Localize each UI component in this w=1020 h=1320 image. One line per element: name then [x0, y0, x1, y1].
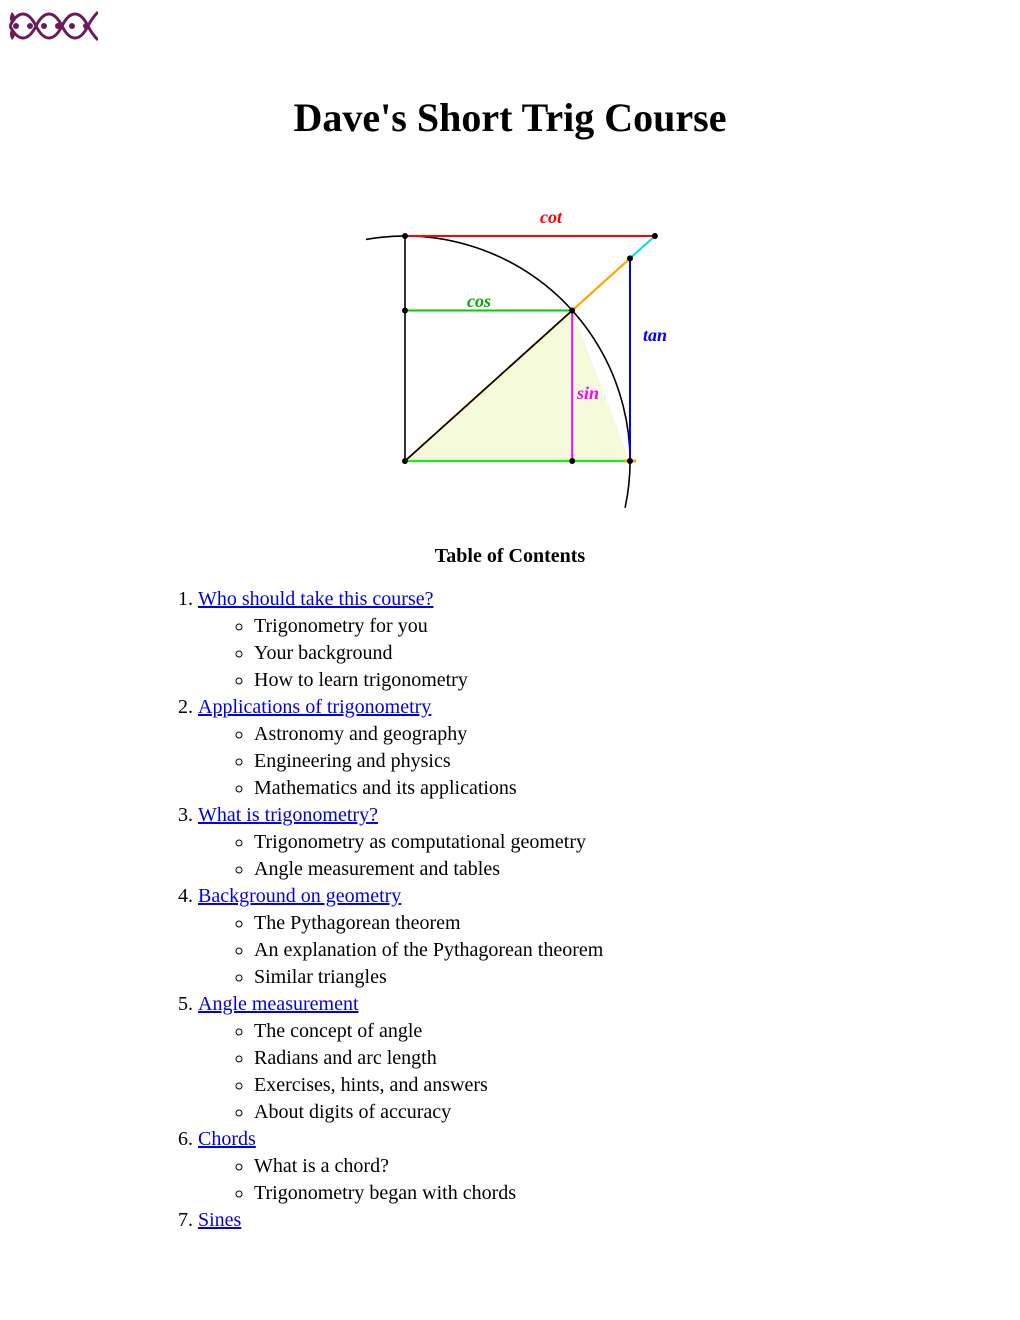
- toc-subitem: The Pythagorean theorem: [254, 910, 1012, 937]
- toc-sublist: Astronomy and geographyEngineering and p…: [236, 721, 1012, 802]
- toc-subitem: Engineering and physics: [254, 748, 1012, 775]
- svg-text:sin: sin: [576, 383, 599, 403]
- toc-link[interactable]: Sines: [198, 1209, 241, 1231]
- header-ornament: [8, 8, 98, 44]
- toc-subitem: Similar triangles: [254, 964, 1012, 991]
- page-title: Dave's Short Trig Course: [8, 94, 1012, 141]
- table-of-contents: Who should take this course? Trigonometry…: [158, 586, 1012, 1234]
- toc-link[interactable]: Applications of trigonometry: [198, 696, 431, 718]
- toc-item: Background on geometry The Pythagorean th…: [198, 883, 1012, 991]
- toc-subitem: An explanation of the Pythagorean theore…: [254, 937, 1012, 964]
- toc-link[interactable]: Who should take this course?: [198, 588, 434, 610]
- trig-diagram: cot cos tan sin: [8, 181, 1012, 517]
- toc-sublist: What is a chord?Trigonometry began with …: [236, 1153, 1012, 1207]
- toc-item: Angle measurement The concept of angleRad…: [198, 991, 1012, 1126]
- toc-subitem: Trigonometry for you: [254, 613, 1012, 640]
- svg-text:tan: tan: [643, 325, 667, 345]
- toc-link[interactable]: Chords: [198, 1128, 256, 1150]
- toc-subitem: Trigonometry began with chords: [254, 1180, 1012, 1207]
- toc-subitem: The concept of angle: [254, 1018, 1012, 1045]
- toc-subitem: What is a chord?: [254, 1153, 1012, 1180]
- toc-link[interactable]: Angle measurement: [198, 993, 359, 1015]
- toc-subitem: How to learn trigonometry: [254, 667, 1012, 694]
- toc-item: Who should take this course? Trigonometry…: [198, 586, 1012, 694]
- toc-subitem: Your background: [254, 640, 1012, 667]
- toc-sublist: The concept of angleRadians and arc leng…: [236, 1018, 1012, 1126]
- toc-item: Applications of trigonometry Astronomy an…: [198, 694, 1012, 802]
- toc-link[interactable]: Background on geometry: [198, 885, 401, 907]
- toc-subitem: Exercises, hints, and answers: [254, 1072, 1012, 1099]
- toc-item: Sines: [198, 1207, 1012, 1234]
- toc-subitem: Angle measurement and tables: [254, 856, 1012, 883]
- toc-item: Chords What is a chord?Trigonometry began…: [198, 1126, 1012, 1207]
- toc-subitem: Mathematics and its applications: [254, 775, 1012, 802]
- toc-item: What is trigonometry? Trigonometry as com…: [198, 802, 1012, 883]
- toc-sublist: The Pythagorean theoremAn explanation of…: [236, 910, 1012, 991]
- toc-link[interactable]: What is trigonometry?: [198, 804, 378, 826]
- svg-text:cot: cot: [540, 207, 563, 227]
- toc-subitem: Trigonometry as computational geometry: [254, 829, 1012, 856]
- toc-subitem: Radians and arc length: [254, 1045, 1012, 1072]
- toc-heading: Table of Contents: [8, 545, 1012, 568]
- svg-text:cos: cos: [467, 291, 491, 311]
- toc-subitem: About digits of accuracy: [254, 1099, 1012, 1126]
- toc-sublist: Trigonometry for youYour backgroundHow t…: [236, 613, 1012, 694]
- toc-sublist: Trigonometry as computational geometryAn…: [236, 829, 1012, 883]
- toc-subitem: Astronomy and geography: [254, 721, 1012, 748]
